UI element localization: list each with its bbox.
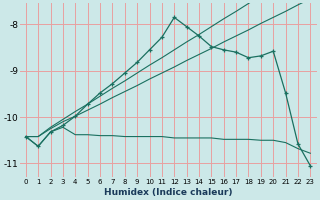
- X-axis label: Humidex (Indice chaleur): Humidex (Indice chaleur): [104, 188, 232, 197]
